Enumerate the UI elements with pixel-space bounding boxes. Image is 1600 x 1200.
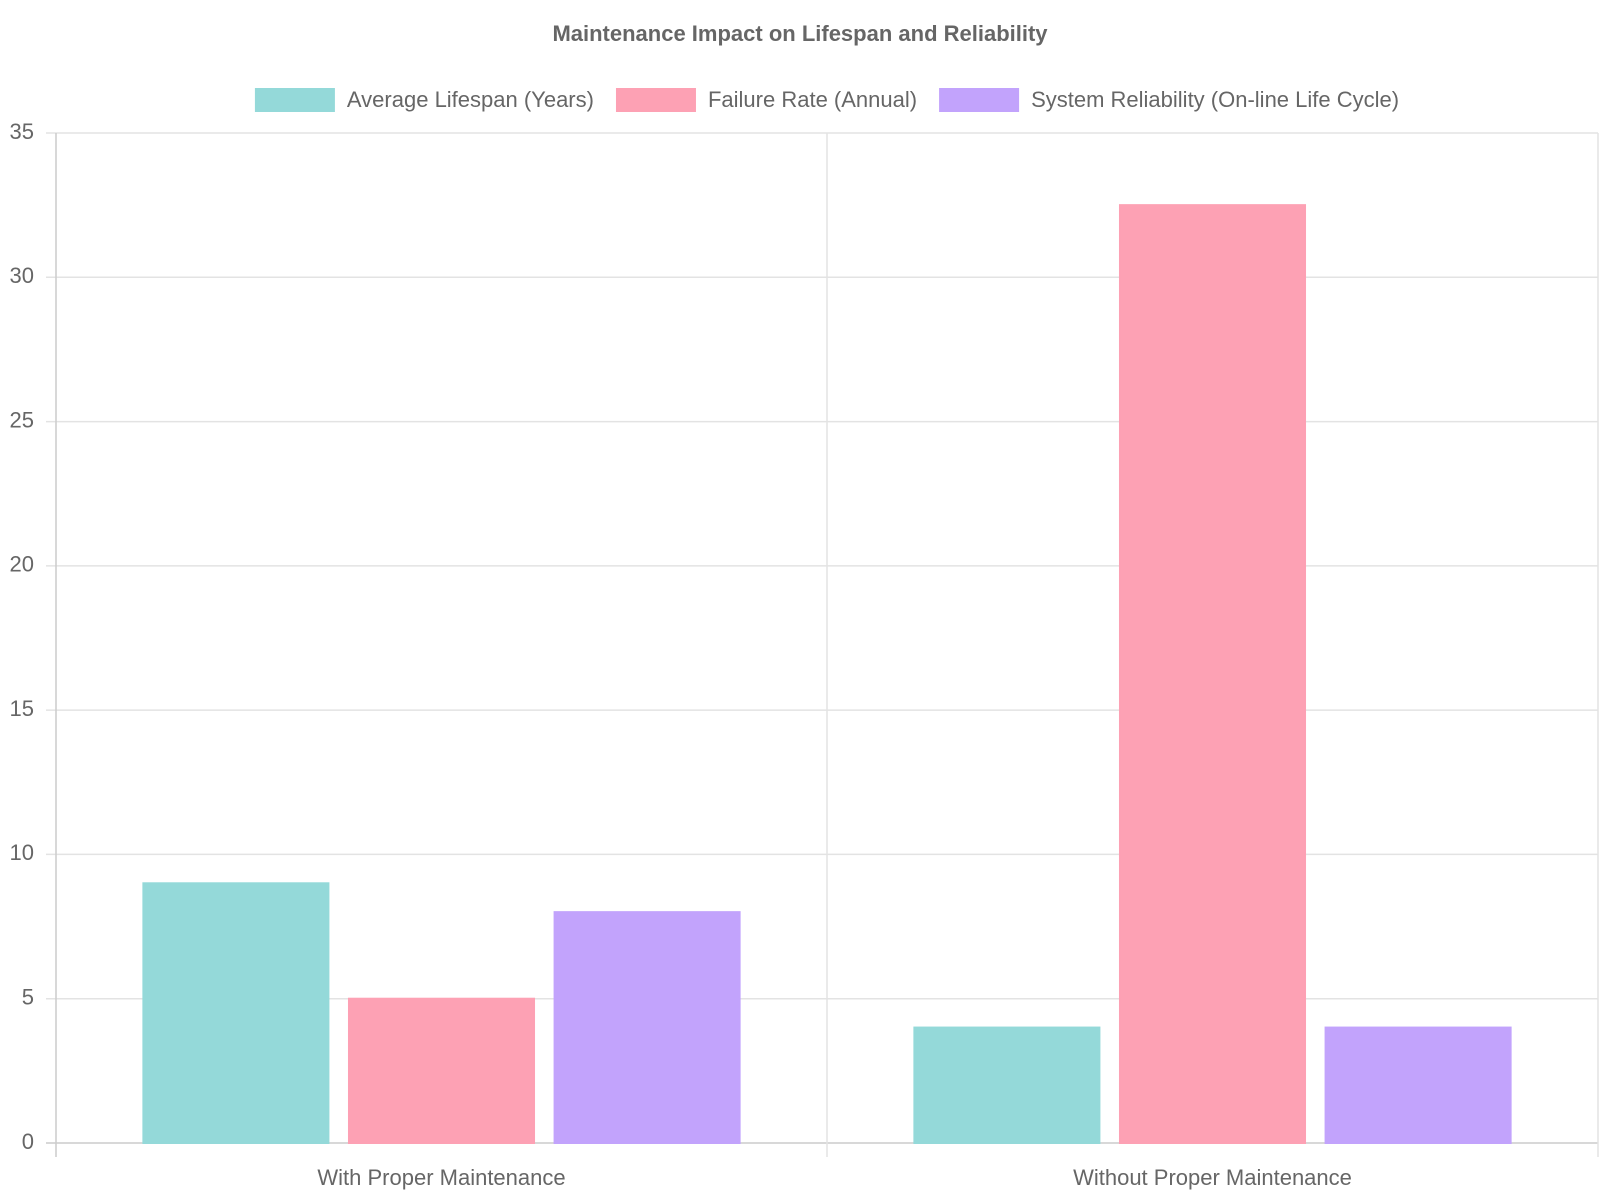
y-tick-label: 5 (22, 985, 34, 1010)
y-tick-label: 30 (10, 263, 34, 288)
x-tick-label: Without Proper Maintenance (1073, 1165, 1352, 1190)
legend-swatch (254, 88, 335, 112)
legend-label: System Reliability (On-line Life Cycle) (1031, 87, 1399, 112)
x-tick-label: With Proper Maintenance (317, 1165, 565, 1190)
bar (142, 882, 330, 1144)
bar (913, 1026, 1101, 1144)
y-tick-label: 0 (22, 1129, 34, 1154)
y-tick-label: 15 (10, 696, 34, 721)
bar (553, 911, 741, 1145)
bar (1324, 1026, 1512, 1144)
legend-swatch (939, 88, 1020, 112)
y-tick-label: 10 (10, 840, 34, 865)
legend-swatch (615, 88, 696, 112)
legend-label: Average Lifespan (Years) (347, 87, 594, 112)
y-tick-label: 20 (10, 552, 34, 577)
chart-title: Maintenance Impact on Lifespan and Relia… (552, 21, 1048, 46)
bar (347, 997, 536, 1145)
legend-label: Failure Rate (Annual) (708, 87, 917, 112)
y-tick-label: 35 (10, 119, 34, 144)
bar (1118, 204, 1307, 1144)
y-tick-label: 25 (10, 407, 34, 432)
